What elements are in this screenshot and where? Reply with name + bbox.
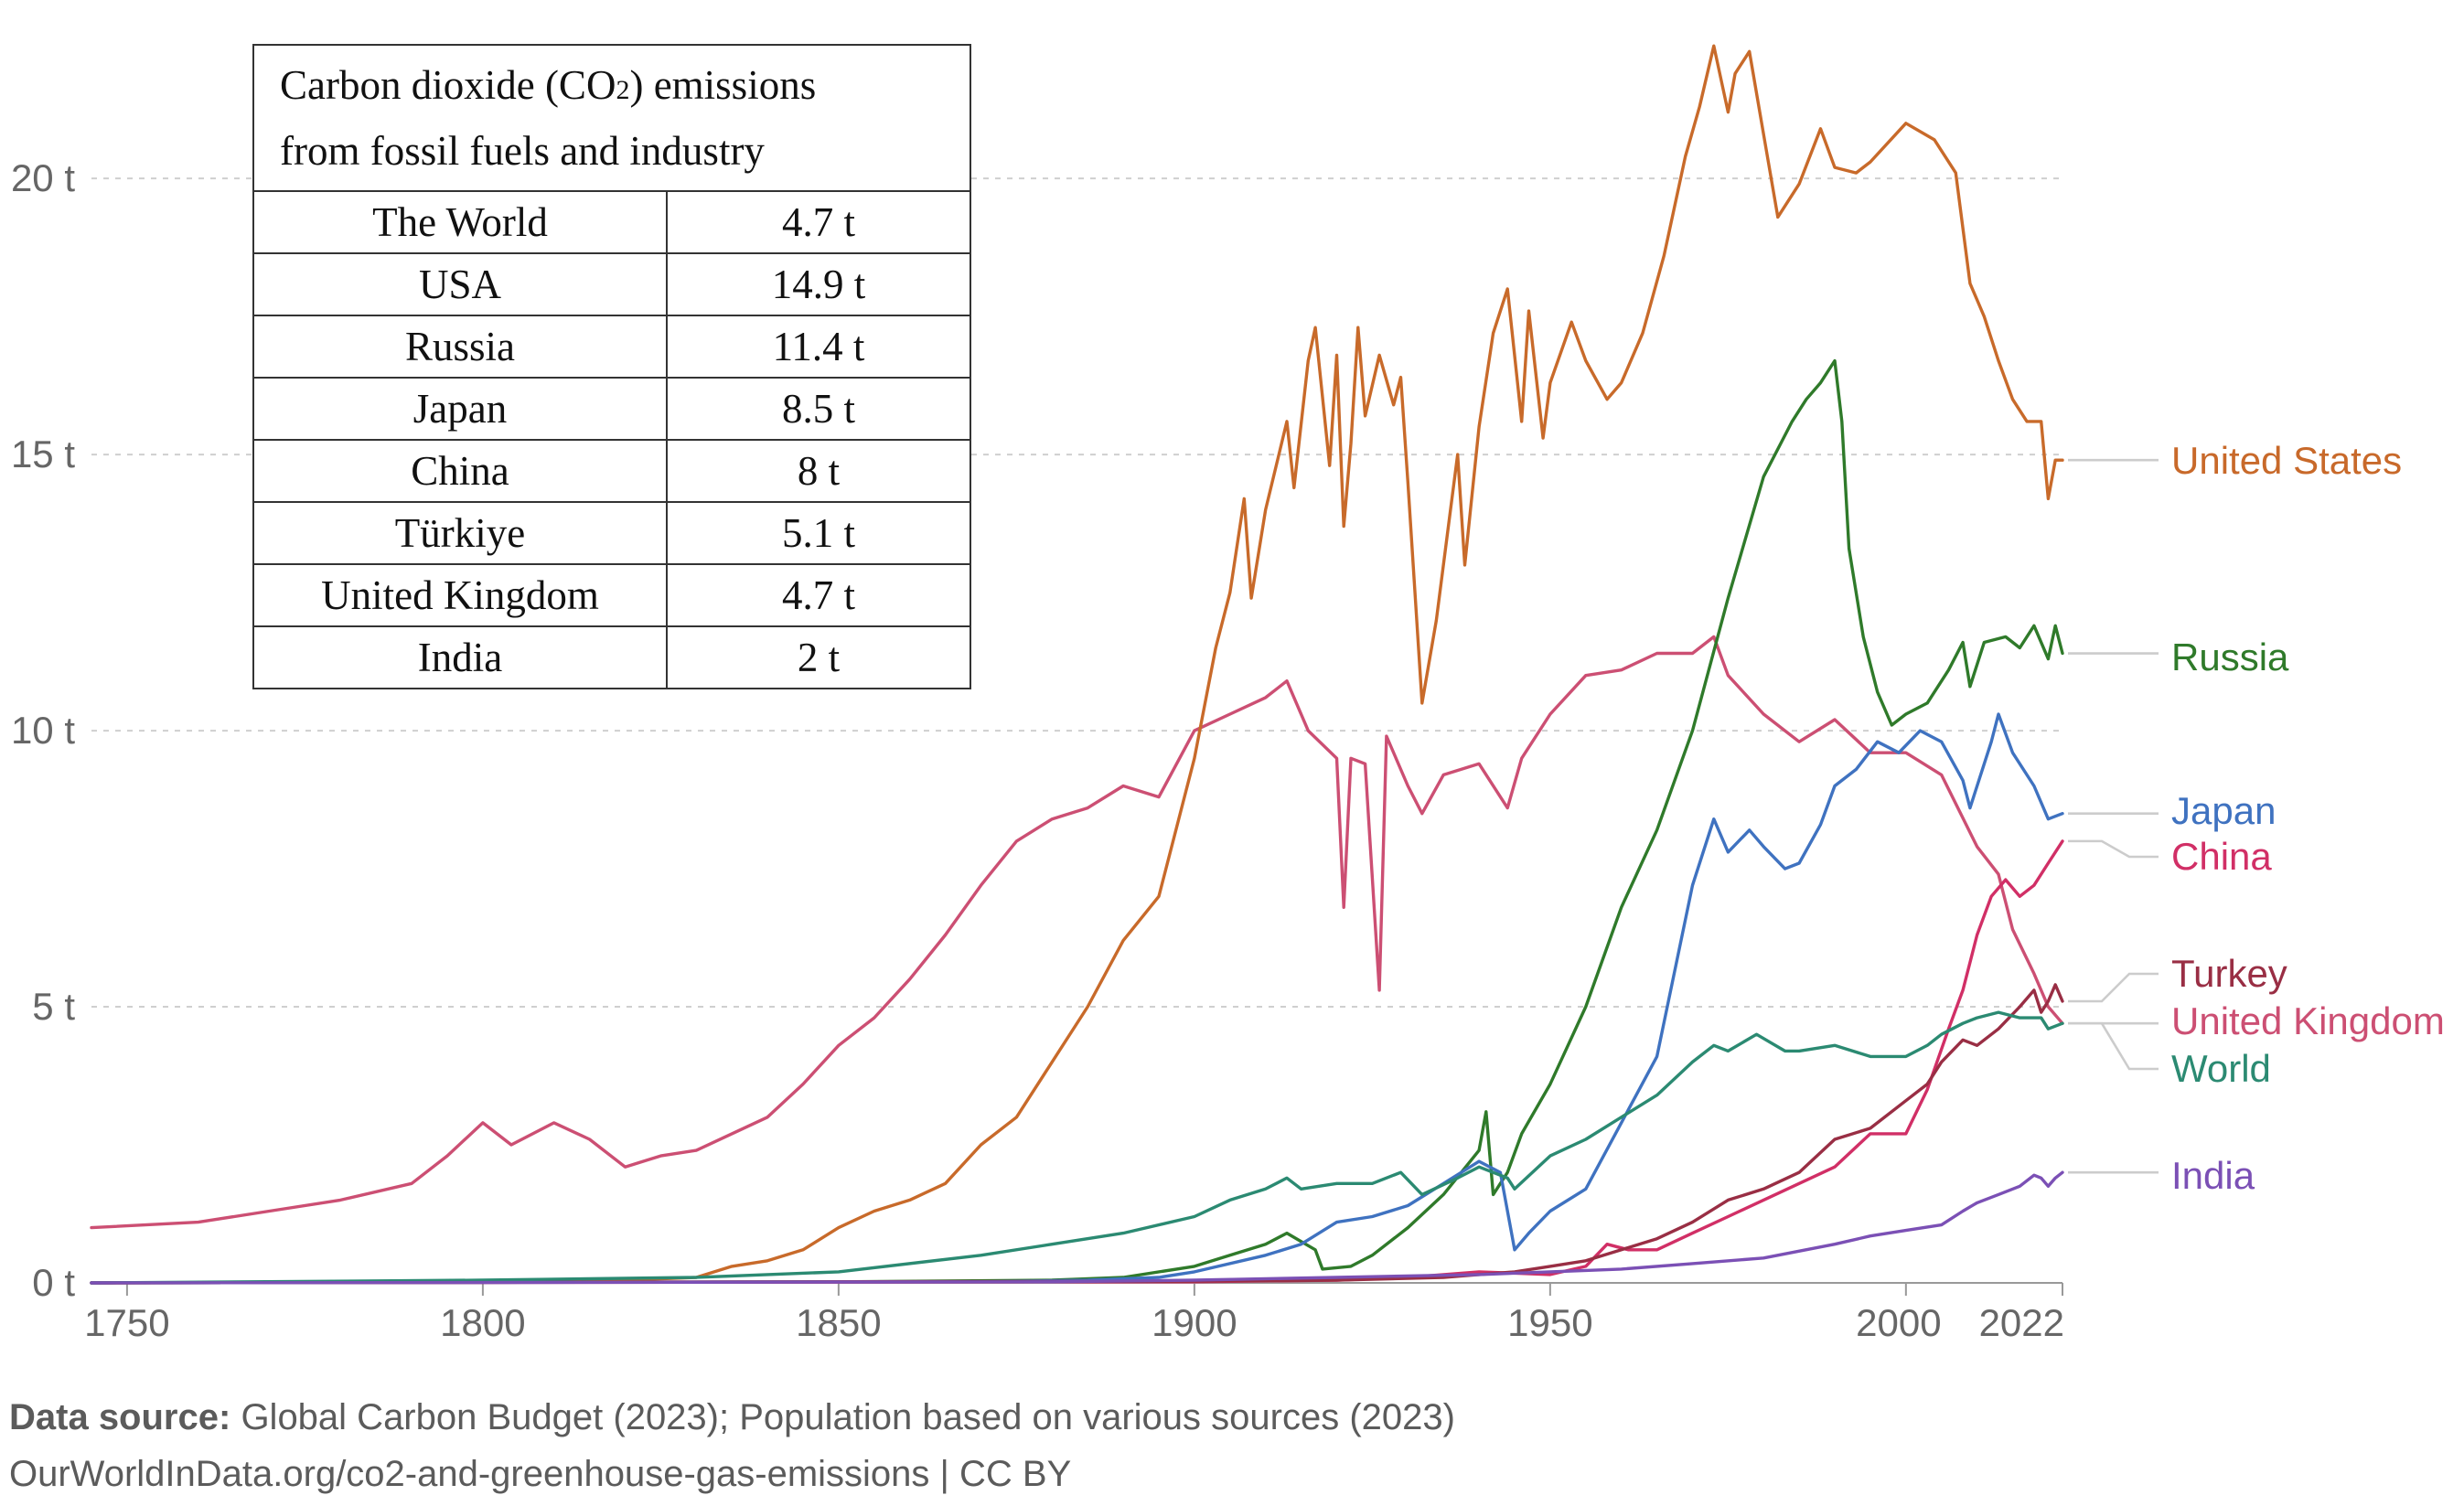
summary-value-cell: 8 t [666, 439, 971, 503]
summary-table-title: Carbon dioxide (CO2) emissions from foss… [252, 44, 971, 192]
summary-value-cell: 14.9 t [666, 252, 971, 316]
y-tick-label: 5 t [32, 985, 75, 1028]
y-tick-label: 10 t [11, 709, 75, 752]
summary-title-part1: Carbon dioxide (CO [280, 62, 616, 108]
series-end-label: India [2171, 1154, 2255, 1197]
label-connector [2068, 1021, 2159, 1071]
x-tick-label: 1850 [796, 1301, 881, 1344]
summary-table-row: The World 4.7 t [252, 190, 971, 254]
series-line-world [90, 1010, 2064, 1285]
summary-value-cell: 4.7 t [666, 563, 971, 627]
summary-table-row: Japan 8.5 t [252, 377, 971, 441]
series-line-india [90, 1170, 2064, 1285]
x-tick-label: 1900 [1152, 1301, 1237, 1344]
label-connector [2068, 972, 2159, 1003]
summary-country-cell: India [252, 625, 668, 689]
summary-table-row: Türkiye 5.1 t [252, 501, 971, 565]
y-tick-label: 20 t [11, 156, 75, 199]
series-end-label: China [2171, 835, 2272, 878]
summary-table-row: United Kingdom 4.7 t [252, 563, 971, 627]
series-line-turkey [90, 983, 2064, 1285]
x-tick-label: 1950 [1507, 1301, 1592, 1344]
series-end-label: United Kingdom [2171, 999, 2445, 1042]
summary-table-row: India 2 t [252, 625, 971, 689]
series-line-russia [90, 358, 2064, 1285]
summary-title-part1-end: ) emissions [629, 62, 817, 108]
summary-country-cell: United Kingdom [252, 563, 668, 627]
summary-title-subscript: 2 [616, 75, 630, 105]
x-tick-label: 1800 [440, 1301, 525, 1344]
data-source-footer: Data source: Global Carbon Budget (2023)… [9, 1397, 1455, 1438]
series-end-label: Turkey [2171, 952, 2287, 995]
footer-url[interactable]: OurWorldInData.org/co2-and-greenhouse-ga… [9, 1454, 1072, 1494]
summary-value-cell: 2 t [666, 625, 971, 689]
y-tick-label: 15 t [11, 433, 75, 475]
summary-country-cell: Japan [252, 377, 668, 441]
summary-value-cell: 11.4 t [666, 315, 971, 379]
summary-country-cell: The World [252, 190, 668, 254]
series-line-china [90, 839, 2064, 1285]
grid-layer [91, 177, 2062, 1009]
summary-value-cell: 8.5 t [666, 377, 971, 441]
summary-title-line2: from fossil fuels and industry [280, 128, 765, 174]
summary-table-body: The World 4.7 t USA 14.9 t Russia 11.4 t Japan… [252, 190, 971, 689]
series-line-united-states [90, 44, 2064, 1285]
x-tick-label: 1750 [84, 1301, 169, 1344]
series-layer [90, 44, 2064, 1285]
summary-table-header-row: Carbon dioxide (CO2) emissions from foss… [252, 44, 971, 192]
summary-country-cell: USA [252, 252, 668, 316]
summary-value-cell: 5.1 t [666, 501, 971, 565]
series-end-label: World [2171, 1047, 2271, 1090]
summary-country-cell: China [252, 439, 668, 503]
x-tick-label: 2022 [1979, 1301, 2064, 1344]
summary-value-cell: 4.7 t [666, 190, 971, 254]
summary-table-row: USA 14.9 t [252, 252, 971, 316]
x-tick-label: 2000 [1856, 1301, 1941, 1344]
data-source-label: Data source: [9, 1397, 231, 1437]
series-end-label: Russia [2171, 636, 2289, 678]
summary-table: Carbon dioxide (CO2) emissions from foss… [252, 44, 971, 689]
series-end-label: United States [2171, 439, 2402, 482]
series-end-label: Japan [2171, 789, 2276, 832]
summary-country-cell: Türkiye [252, 501, 668, 565]
series-line-united-kingdom [90, 635, 2064, 1230]
series-line-japan [90, 712, 2064, 1285]
summary-table-row: China 8 t [252, 439, 971, 503]
summary-table-row: Russia 11.4 t [252, 315, 971, 379]
y-tick-label: 0 t [32, 1261, 75, 1304]
label-connector [2068, 839, 2159, 859]
summary-country-cell: Russia [252, 315, 668, 379]
data-source-text: Global Carbon Budget (2023); Population … [241, 1397, 1455, 1437]
